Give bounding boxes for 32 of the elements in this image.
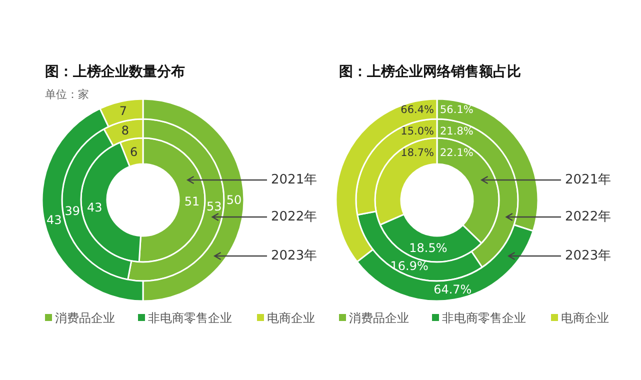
- data-label: 18.7%: [400, 147, 434, 160]
- data-label: 53: [206, 200, 222, 214]
- legend-label: 非电商零售企业: [148, 311, 232, 325]
- data-label: 22.1%: [440, 147, 474, 160]
- data-label: 64.7%: [434, 282, 472, 297]
- slice-label: 2023年: [565, 248, 612, 264]
- data-label: 8: [121, 124, 130, 138]
- slice-label: 2023年: [271, 248, 318, 264]
- slice-label: 2021年: [271, 172, 318, 188]
- data-label: 43: [86, 200, 102, 215]
- data-label: 39: [64, 204, 80, 218]
- legend-label: 电商企业: [561, 311, 609, 325]
- chart-subtitle: 单位：家: [45, 88, 89, 101]
- legend-label: 电商企业: [267, 311, 315, 325]
- chart-title: 图：上榜企业网络销售额占比: [339, 63, 521, 80]
- slice-label: 2022年: [565, 210, 612, 224]
- slice-label: 2021年: [565, 172, 612, 188]
- data-label: 51: [184, 194, 200, 209]
- legend-label: 消费品企业: [55, 311, 115, 325]
- data-label: 56.1%: [440, 104, 474, 116]
- legend-label: 非电商零售企业: [442, 311, 526, 325]
- data-label: 66.4%: [400, 104, 434, 116]
- data-label: 18.5%: [409, 241, 448, 256]
- data-label: 6: [130, 144, 138, 159]
- legend-label: 消费品企业: [349, 311, 409, 325]
- data-label: 50: [226, 193, 242, 207]
- data-label: 7: [119, 104, 127, 118]
- data-label: 43: [46, 212, 62, 227]
- data-label: 21.8%: [440, 125, 474, 138]
- slice-label: 2022年: [271, 210, 318, 224]
- data-label: 15.0%: [400, 125, 434, 138]
- chart-title: 图：上榜企业数量分布: [45, 63, 185, 80]
